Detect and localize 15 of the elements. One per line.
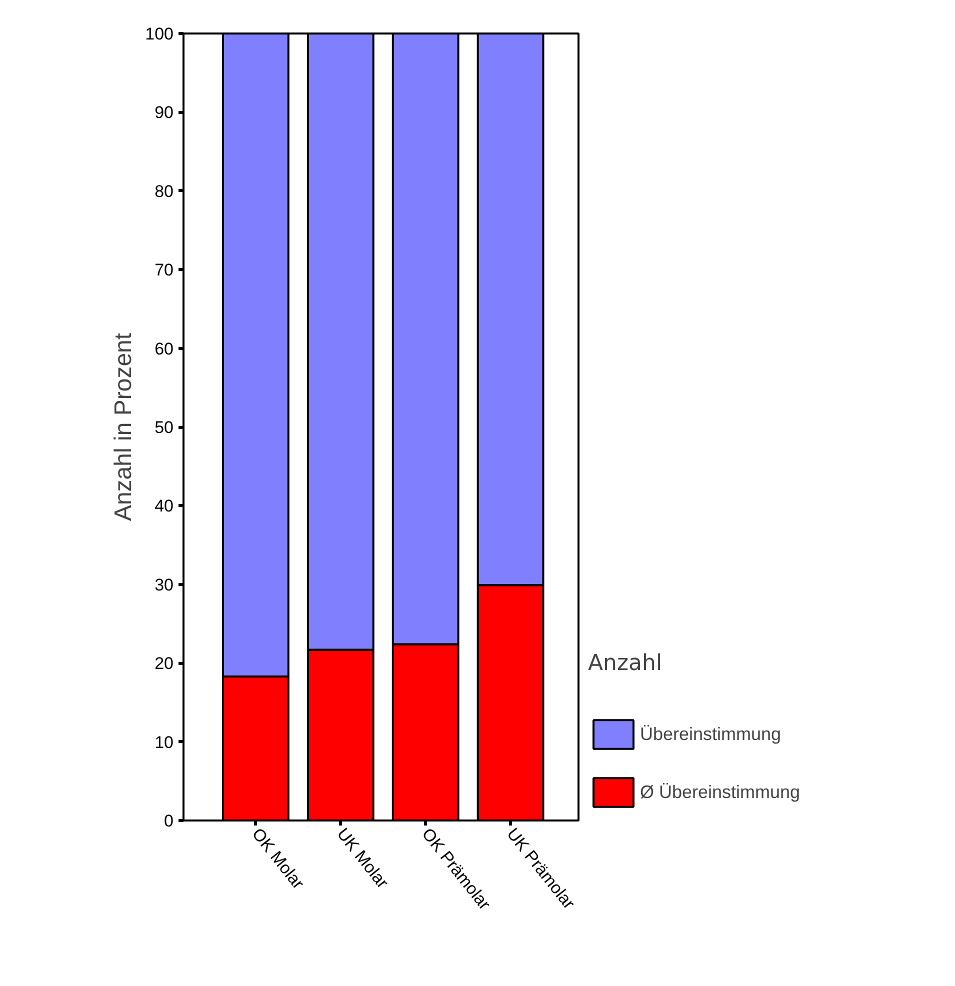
y-tick-label: 20 [154,654,174,674]
legend-label: Ø Übereinstimmung [640,782,800,802]
y-tick-label: 100 [145,24,174,44]
y-axis-title: Anzahl in Prozent [110,332,138,522]
y-tick-label: 80 [154,182,174,201]
y-tick-label: 10 [154,732,174,752]
legend-label: Übereinstimmung [640,724,782,744]
y-tick-label: 50 [154,418,174,437]
legend-title: Anzahl [588,651,664,676]
y-tick-label: 0 [164,812,174,830]
y-tick-label: 30 [154,575,174,594]
y-tick-label: 40 [154,496,174,516]
y-tick-label: 70 [154,260,174,280]
y-tick-label: 60 [154,339,174,358]
y-tick-label: 90 [154,103,174,122]
